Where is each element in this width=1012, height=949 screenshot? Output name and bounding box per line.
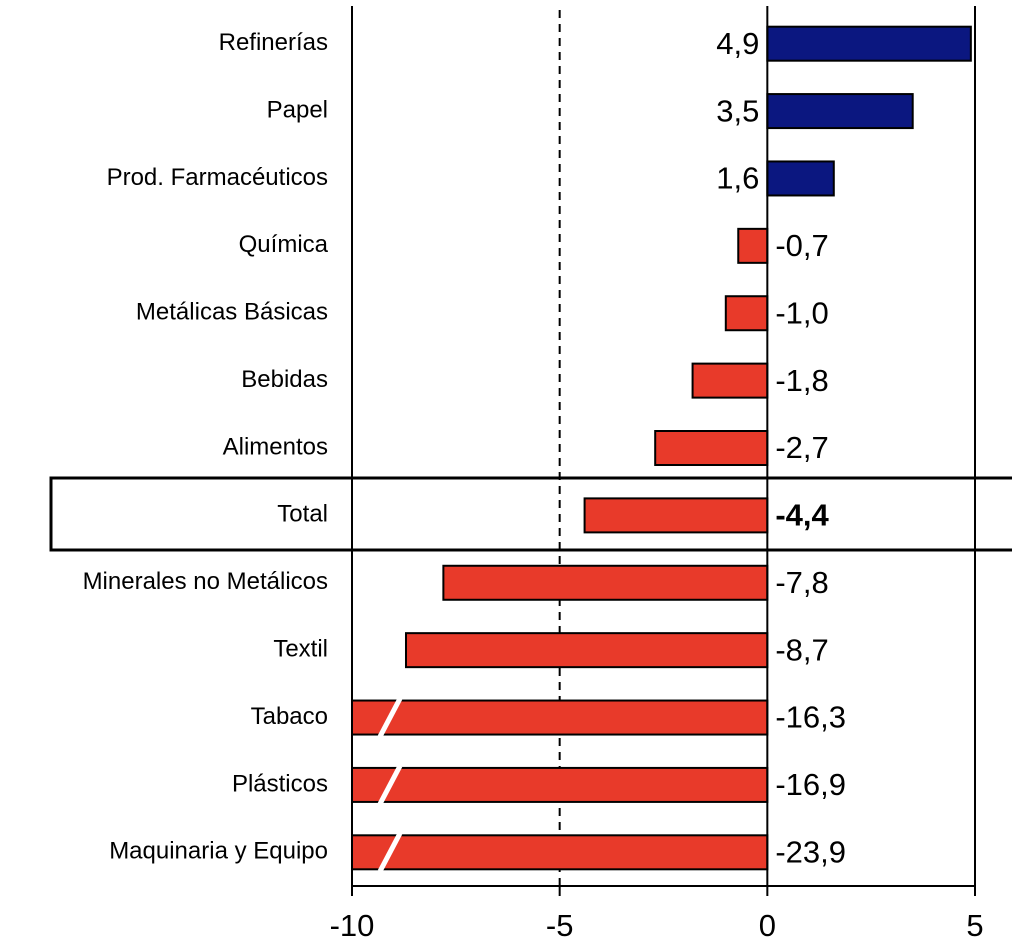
value-label: -16,9 (775, 767, 846, 802)
x-tick-label: -10 (330, 908, 375, 943)
value-label: -23,9 (775, 834, 846, 869)
category-label: Plásticos (232, 770, 328, 797)
x-tick-label: 0 (759, 908, 776, 943)
bar (404, 632, 769, 669)
category-label: Papel (267, 96, 328, 123)
bar (352, 699, 769, 736)
value-label: 1,6 (716, 161, 759, 196)
bar (724, 295, 769, 332)
bar (737, 227, 769, 264)
bar (766, 25, 972, 62)
bar (654, 430, 769, 466)
value-label: 3,5 (716, 93, 759, 128)
value-label: -16,3 (775, 700, 846, 735)
category-label: Total (277, 501, 328, 528)
category-label: Tabaco (251, 703, 328, 730)
axis-break (377, 764, 403, 806)
category-label: Minerales no Metálicos (83, 568, 328, 595)
bar (766, 160, 835, 197)
value-label: -4,4 (775, 498, 829, 533)
bar (442, 564, 769, 601)
value-label: -0,7 (775, 228, 828, 263)
category-label: Alimentos (223, 433, 328, 460)
value-label: -7,8 (775, 565, 828, 600)
category-label: Refinerías (219, 29, 328, 56)
bar (352, 766, 769, 803)
value-label: -1,8 (775, 363, 828, 398)
value-label: -2,7 (775, 430, 828, 465)
value-label: -8,7 (775, 632, 828, 667)
x-tick-label: 5 (966, 908, 983, 943)
value-label: -1,0 (775, 295, 828, 330)
axis-break (377, 697, 403, 738)
highlight-box (49, 476, 1012, 552)
category-label: Metálicas Básicas (136, 299, 328, 326)
category-label: Maquinaria y Equipo (109, 838, 328, 865)
bar (583, 497, 769, 534)
axis-break (377, 832, 403, 873)
x-tick-label: -5 (546, 908, 574, 943)
bar (691, 362, 769, 399)
category-label: Bebidas (241, 366, 328, 393)
category-label: Prod. Farmacéuticos (107, 164, 328, 191)
category-label: Textil (273, 635, 328, 662)
value-label: 4,9 (716, 26, 759, 61)
category-label: Química (239, 231, 329, 258)
bar (766, 93, 914, 130)
